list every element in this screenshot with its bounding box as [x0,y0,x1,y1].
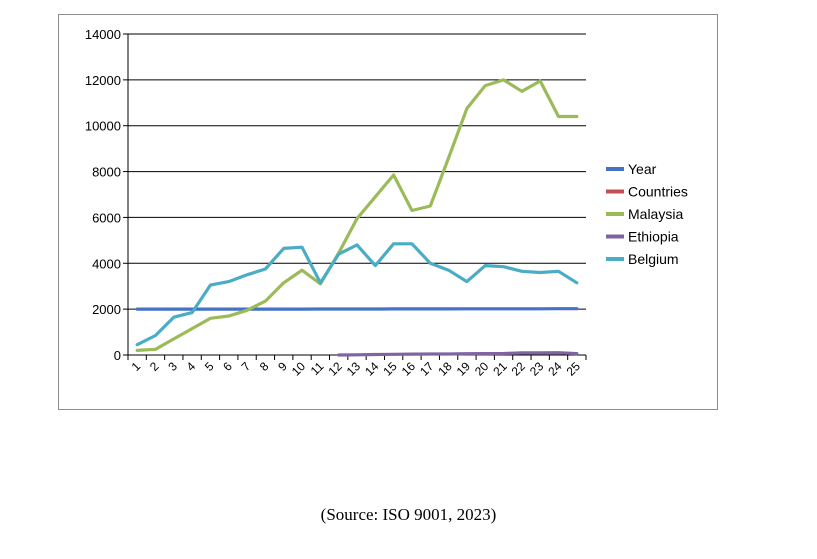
series-line-ethiopia [337,351,579,357]
legend-label: Belgium [628,251,679,267]
x-tick-label: 4 [184,359,199,374]
y-tick-label: 2000 [92,302,121,317]
x-tick-label: 6 [220,359,235,374]
x-tick-label: 2 [147,359,162,374]
y-tick-label: 10000 [85,119,121,134]
x-tick-label: 19 [454,359,474,379]
x-tick-label: 20 [472,359,492,379]
y-tick-label: 14000 [85,27,121,42]
x-tick-label: 7 [239,359,254,374]
x-tick-label: 3 [165,359,180,374]
series-line-belgium [135,242,579,347]
x-tick-label: 14 [362,359,382,379]
y-tick-label: 6000 [92,210,121,225]
series-line-malaysia [135,78,579,352]
legend-label: Countries [628,184,688,200]
x-tick-label: 23 [527,359,547,379]
x-tick-label: 21 [490,359,510,379]
y-tick-labels: 0 2000 4000 6000 8000 10000 12000 14000 [85,27,121,363]
x-tick-label: 16 [399,359,419,379]
legend-item: Belgium [606,251,679,267]
x-tick-label: 8 [257,359,272,374]
x-tick-label: 18 [435,359,455,379]
x-tick-label: 25 [564,359,584,379]
x-tick-label: 9 [275,359,290,374]
legend: Year Countries Malaysia Ethiopia Belgium [606,161,688,267]
legend-item: Year [606,161,657,177]
y-tick-label: 12000 [85,73,121,88]
y-tick-label: 0 [114,348,121,363]
x-tick-label: 1 [129,359,144,374]
series-lines [135,78,579,357]
legend-item: Ethiopia [606,229,679,245]
x-tick-label: 5 [202,359,217,374]
x-tick-label: 10 [289,359,309,379]
x-tick-label: 12 [325,359,345,379]
legend-label: Year [628,161,657,177]
x-tick-labels: 1 2 3 4 5 6 7 8 910 11121314151617181920212223242… [129,359,584,379]
source-caption: (Source: ISO 9001, 2023) [320,505,497,524]
x-tick-label: 24 [545,359,565,379]
gridlines [128,33,586,310]
legend-label: Ethiopia [628,229,679,245]
x-tick-label: 13 [344,359,364,379]
x-tick-label: 17 [417,359,437,379]
x-tick-label: 22 [509,359,529,379]
x-tick-label: 15 [380,359,400,379]
y-tick-label: 4000 [92,256,121,271]
legend-label: Malaysia [628,206,683,222]
legend-item: Countries [606,184,688,200]
x-tick-label: 11 [308,359,327,378]
legend-item: Malaysia [606,206,683,222]
y-tick-label: 8000 [92,165,121,180]
